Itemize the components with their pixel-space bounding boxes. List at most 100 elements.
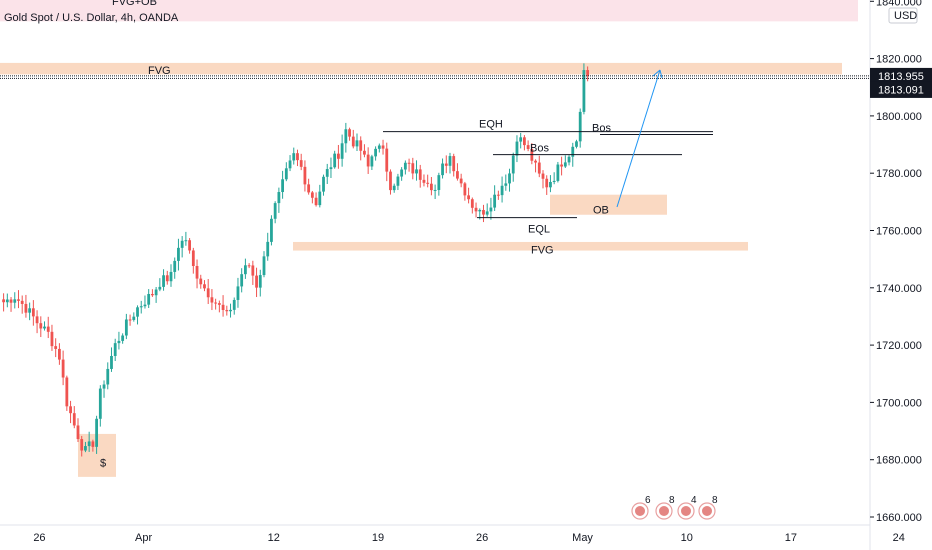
candle-body (154, 289, 158, 296)
candle-body (344, 129, 348, 144)
candle-body (95, 418, 98, 447)
event-flag-count: 6 (645, 495, 651, 506)
layout-title: FVG+OB (112, 0, 157, 8)
candle-body (110, 355, 113, 369)
candle-body (292, 153, 296, 161)
candle-body (203, 284, 206, 289)
time-tick-label: 12 (268, 532, 280, 544)
candle-body (448, 156, 452, 166)
candle-body (281, 179, 284, 193)
candle-body (508, 173, 511, 184)
candle-body (560, 164, 563, 167)
candle-body (433, 189, 437, 191)
candle-body (177, 247, 180, 261)
candle-body (162, 275, 165, 287)
candle-body (124, 319, 128, 336)
bos-label-1: Bos (530, 143, 549, 155)
fvg-bottom-label: FVG (531, 245, 554, 257)
currency-label: USD (894, 10, 917, 22)
time-tick-label: 19 (372, 532, 384, 544)
candle-body (13, 299, 17, 303)
candle-body (474, 207, 478, 212)
candle-body (582, 70, 586, 112)
time-tick-label: Apr (135, 532, 152, 544)
candle-body (258, 275, 262, 288)
candle-body (240, 274, 244, 287)
candle-body (385, 148, 389, 172)
candle-body (102, 384, 106, 389)
candle-body (247, 265, 251, 267)
candle-body (500, 185, 504, 196)
candle-body (552, 180, 556, 182)
candle-body (262, 256, 266, 276)
candle-body (229, 309, 232, 312)
candle-body (359, 140, 363, 151)
candle-body (415, 169, 418, 174)
candle-body (43, 326, 46, 329)
candle-body (485, 211, 489, 215)
candle-body (337, 153, 340, 159)
candle-body (61, 359, 65, 378)
top-zone (0, 0, 858, 22)
time-tick-label: 10 (681, 532, 693, 544)
candle-body (482, 209, 485, 215)
candle-body (407, 162, 411, 164)
candle-body (549, 181, 552, 188)
bos-label-2: Bos (592, 123, 611, 135)
candle-body (504, 183, 508, 186)
candle-body (575, 141, 578, 147)
us-flag-icon (702, 506, 712, 516)
candle-body (117, 340, 121, 344)
candle-body (225, 309, 229, 312)
candle-body (467, 195, 470, 200)
candle-body (496, 194, 500, 196)
candle-body (28, 308, 32, 313)
candle-body (98, 388, 102, 419)
candle-body (351, 136, 355, 147)
eql-label: EQL (528, 224, 550, 236)
candle-body (392, 185, 396, 191)
candle-body (69, 406, 72, 414)
event-flag-count: 8 (712, 495, 718, 506)
candle-body (136, 307, 139, 317)
candle-body (113, 343, 117, 356)
candle-body (80, 439, 84, 451)
candle-body (303, 166, 307, 185)
price-tick-label: 1700.000 (876, 397, 922, 409)
candle-body (389, 171, 392, 191)
candle-body (586, 70, 590, 76)
candle-body (143, 304, 147, 307)
time-tick-label: May (572, 532, 593, 544)
symbol-title: Gold Spot / U.S. Dollar, 4h, OANDA (4, 12, 179, 24)
candle-body (437, 175, 441, 190)
candle-body (217, 303, 221, 305)
candle-body (456, 171, 459, 179)
candle-body (444, 163, 448, 166)
candle-body (9, 299, 13, 303)
candle-body (318, 191, 322, 206)
candle-body (489, 207, 493, 212)
candle-body (266, 241, 270, 257)
candle-body (2, 299, 5, 303)
candle-body (165, 275, 169, 282)
candle-body (426, 182, 430, 184)
eqh-label: EQH (479, 119, 503, 131)
candle-body (441, 163, 444, 176)
candle-body (214, 302, 218, 304)
candle-body (523, 137, 526, 146)
candle-body (355, 140, 359, 147)
candle-body (184, 240, 188, 242)
candle-body (255, 275, 258, 288)
candle-body (191, 250, 195, 266)
candle-body (50, 331, 54, 347)
candle-body (411, 163, 415, 174)
time-tick-label: 26 (476, 532, 488, 544)
candle-body (24, 303, 28, 313)
candle-body (452, 156, 456, 172)
candle-body (158, 286, 162, 290)
candle-body (537, 162, 541, 174)
candle-body (139, 306, 143, 308)
candle-body (526, 145, 530, 149)
us-flag-icon (681, 506, 691, 516)
